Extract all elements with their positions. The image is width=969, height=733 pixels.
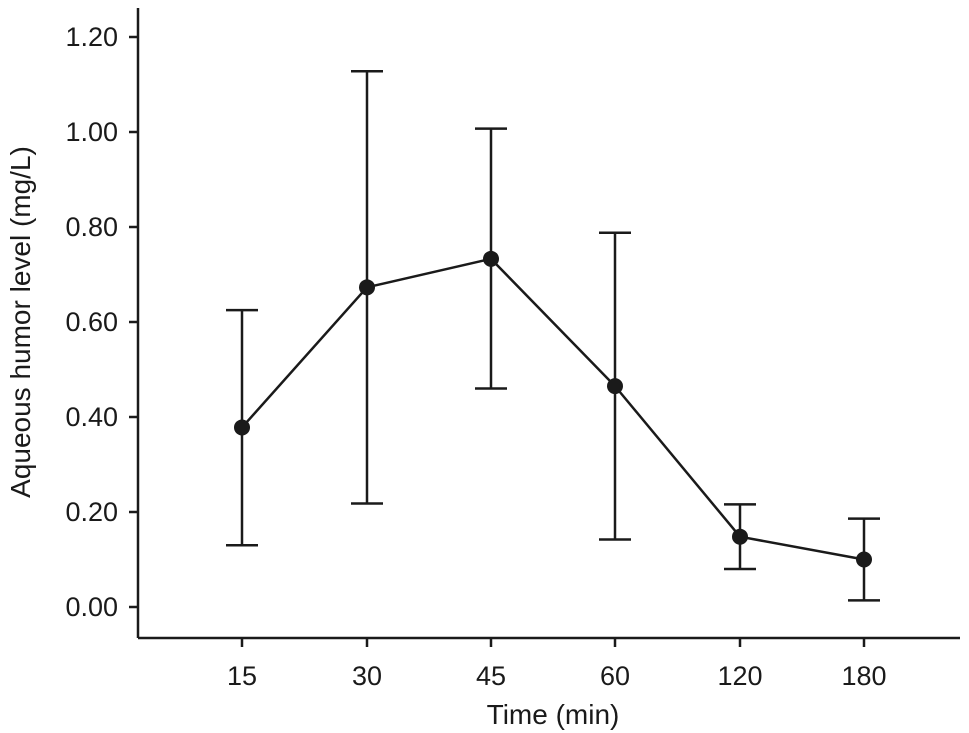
y-tick-label: 0.00 xyxy=(65,592,118,622)
data-point xyxy=(483,250,499,267)
x-tick-label: 45 xyxy=(476,661,506,691)
y-tick-label: 1.00 xyxy=(65,117,118,147)
x-axis: 15 30 45 60 120 180 xyxy=(138,636,960,691)
y-tick-label: 0.60 xyxy=(65,307,118,337)
y-tick-label: 0.80 xyxy=(65,212,118,242)
data-point xyxy=(359,279,375,296)
plot-area xyxy=(226,69,880,602)
y-axis-label: Aqueous humor level (mg/L) xyxy=(5,146,36,498)
x-tick-label: 30 xyxy=(352,661,382,691)
x-tick-label: 180 xyxy=(841,661,886,691)
x-axis-label: Time (min) xyxy=(487,699,620,730)
x-tick-label: 120 xyxy=(717,661,762,691)
y-tick-label: 1.20 xyxy=(65,22,118,52)
data-point xyxy=(732,528,748,545)
series-line xyxy=(241,257,865,561)
y-tick-label: 0.40 xyxy=(65,402,118,432)
y-tick-label: 0.20 xyxy=(65,497,118,527)
data-point xyxy=(607,378,623,395)
data-point xyxy=(234,419,250,436)
x-tick-label: 60 xyxy=(600,661,630,691)
x-tick-label: 15 xyxy=(227,661,257,691)
data-point xyxy=(856,551,872,568)
y-axis: 0.00 0.20 0.40 0.60 0.80 1.00 1.20 xyxy=(65,8,140,638)
